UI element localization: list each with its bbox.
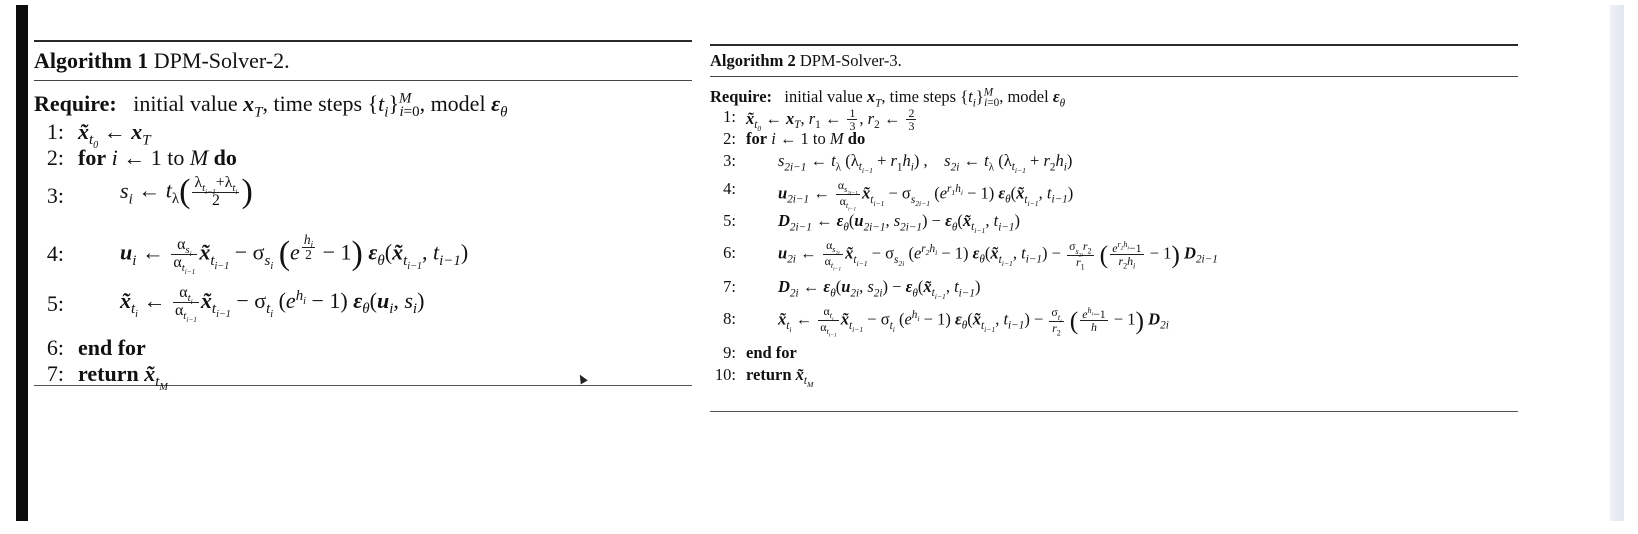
- require-formula: initial value xT, time steps {ti}Mi=0, m…: [122, 90, 508, 121]
- line-number: 2:: [46, 145, 64, 170]
- line-3-formula: s2i−1 ← tλ (λti−1 + r1hi) , s2i ← tλ (λt…: [778, 151, 1073, 176]
- line-number: 8:: [723, 309, 736, 328]
- require-formula: initial value xT, time steps {ti}Mi=0, m…: [776, 86, 1066, 110]
- right-frame-edge: [1610, 5, 1624, 521]
- line-5-formula: D2i−1 ← εθ(u2i−1, s2i−1) − εθ(x̃ti−1, ti…: [778, 211, 1020, 236]
- algorithm-2-lines: Require: initial value xT, time steps {t…: [710, 86, 1218, 390]
- algorithm-2-caption-label: Algorithm 2: [710, 51, 796, 70]
- return-value: x̃tM: [144, 361, 168, 394]
- algorithm-2-bottom-rule: [710, 411, 1518, 412]
- line-number: 5:: [723, 211, 736, 230]
- algorithm-1-lines: Require: initial value xT, time steps {t…: [34, 90, 508, 394]
- line-number: 10:: [714, 365, 736, 384]
- line-6-formula: u2i ← αs2i αti−1 x̃ti−1 − σs2i (er2hi − 1)…: [778, 238, 1218, 273]
- line-5-formula: x̃ti ← αti αti−1 x̃ti−1 − σti (ehi − 1) εθ…: [120, 284, 425, 325]
- line-number: 1:: [723, 107, 736, 126]
- line-7-formula: D2i ← εθ(u2i, s2i) − εθ(x̃ti−1, ti−1): [778, 277, 981, 302]
- algorithm-1-caption: Algorithm 1 DPM-Solver-2.: [34, 42, 692, 80]
- algorithm-1-caption-label: Algorithm 1: [34, 48, 149, 73]
- require-keyword: Require:: [34, 91, 117, 116]
- do-keyword: do: [213, 145, 237, 170]
- end-for-keyword: end for: [78, 335, 146, 360]
- line-number: 6:: [46, 335, 64, 360]
- algorithm-1-caption-rule: [34, 80, 692, 81]
- algorithm-1-top-rule: [34, 40, 692, 42]
- line-number: 3:: [723, 151, 736, 170]
- line-number: 2:: [723, 129, 736, 148]
- algorithm-2-block: Algorithm 2 DPM-Solver-3. Require: initi…: [710, 44, 1518, 412]
- algorithm-2-caption-title: DPM-Solver-3.: [799, 51, 902, 70]
- algorithm-2-require: Require: initial value xT, time steps {t…: [710, 86, 1066, 110]
- for-keyword: for: [78, 145, 107, 170]
- algorithm-1-block: Algorithm 1 DPM-Solver-2. Require: initi…: [34, 40, 692, 394]
- return-keyword: return: [746, 365, 792, 384]
- require-keyword: Require:: [710, 87, 773, 106]
- return-keyword: return: [78, 361, 139, 386]
- line-1-formula: x̃t0 ← xT: [78, 119, 151, 152]
- end-for-keyword: end for: [746, 343, 797, 362]
- line-number: 4:: [46, 241, 64, 266]
- do-keyword: do: [847, 129, 866, 148]
- line-number: 3:: [46, 183, 64, 208]
- return-value: x̃tM: [795, 365, 814, 390]
- line-number: 1:: [46, 119, 64, 144]
- loop-range: i: [771, 129, 776, 148]
- algorithm-1-bottom-rule: [34, 385, 692, 386]
- algorithm-1-require: Require: initial value xT, time steps {t…: [34, 90, 508, 121]
- algorithm-2-caption: Algorithm 2 DPM-Solver-3.: [710, 46, 1518, 76]
- line-4-formula: ui ← αsi αti−1 x̃ti−1 − σsi (e hi 2 − 1) εθ(…: [120, 232, 469, 277]
- line-3-formula: si ← tλ(λti−1+λti 2): [120, 173, 253, 211]
- algorithm-2-caption-rule: [710, 76, 1518, 77]
- for-keyword: for: [746, 129, 768, 148]
- line-number: 5:: [46, 291, 64, 316]
- line-number: 7:: [46, 361, 64, 386]
- line-8-formula: x̃ti ← αti αti−1 x̃ti−1 − σti (ehi − 1) εθ…: [778, 304, 1169, 339]
- line-number: 7:: [723, 277, 736, 296]
- left-frame-bar: [16, 5, 28, 521]
- line-number: 6:: [723, 243, 736, 262]
- line-number: 9:: [723, 343, 736, 362]
- algorithm-1-caption-title: DPM-Solver-2.: [153, 48, 290, 73]
- algorithm-2-top-rule: [710, 44, 1518, 46]
- loop-range: i: [111, 145, 118, 170]
- line-number: 4:: [723, 179, 736, 198]
- line-4-formula: u2i−1 ← αs2i−1 αti−1 x̃ti−1 − σs2i−1 (er1h…: [778, 178, 1074, 213]
